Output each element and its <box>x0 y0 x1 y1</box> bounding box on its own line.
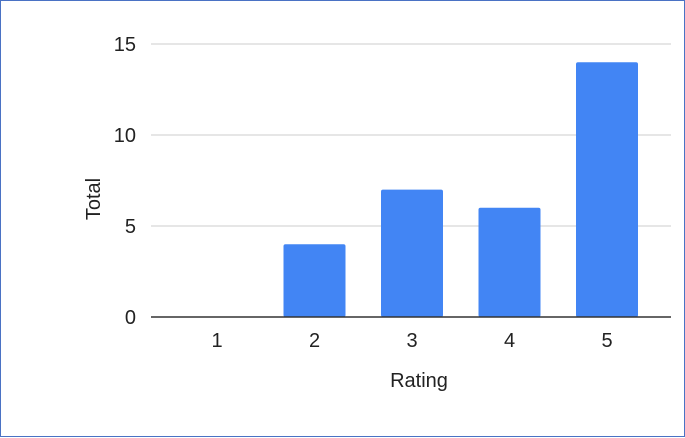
bars <box>283 62 638 318</box>
y-axis-ticks: 0 5 10 15 <box>114 34 136 329</box>
y-tick-label: 10 <box>114 125 136 147</box>
x-axis-title: Rating <box>390 370 448 392</box>
x-axis-ticks: 1 2 3 4 5 <box>211 330 612 352</box>
y-tick-label: 0 <box>125 307 136 329</box>
bar-3 <box>381 189 443 317</box>
y-tick-label: 5 <box>125 216 136 238</box>
x-tick-label: 2 <box>309 330 320 352</box>
x-tick-label: 3 <box>406 330 417 352</box>
x-tick-label: 5 <box>601 330 612 352</box>
y-axis-title: Total <box>83 178 105 220</box>
x-tick-label: 4 <box>504 330 515 352</box>
x-tick-label: 1 <box>211 330 222 352</box>
bar-5 <box>576 62 638 318</box>
bar-4 <box>478 207 541 317</box>
y-tick-label: 15 <box>114 34 136 56</box>
bar-2 <box>283 244 346 317</box>
